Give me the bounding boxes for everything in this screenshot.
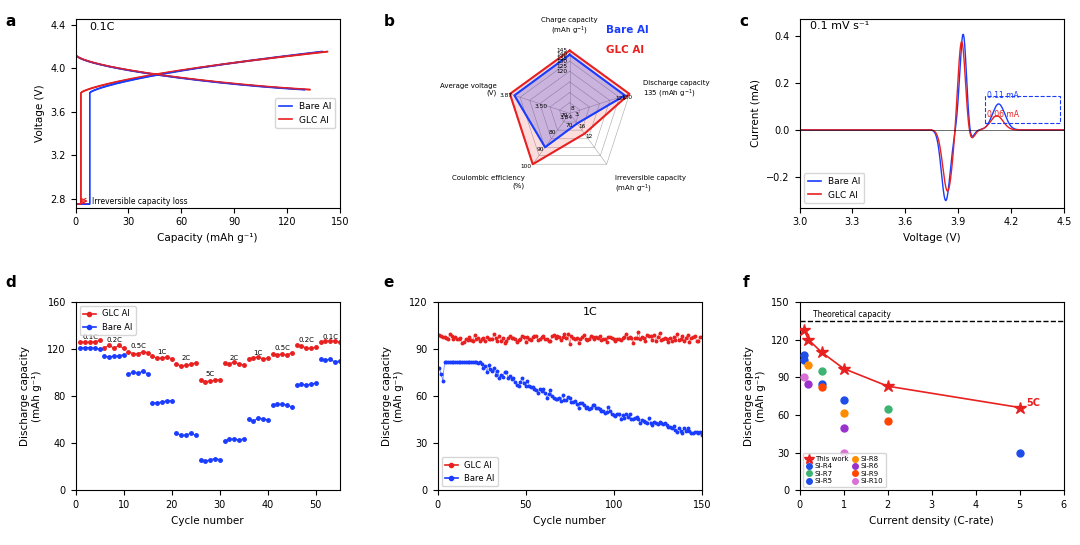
Bar	[985, 96, 1061, 123]
Text: Irreversible capacity
(mAh g$^{-1}$): Irreversible capacity (mAh g$^{-1}$)	[615, 175, 686, 195]
X-axis label: Current density (C-rate): Current density (C-rate)	[869, 516, 994, 526]
Text: 3.87: 3.87	[499, 93, 513, 98]
Line: This work: This work	[798, 323, 1026, 414]
Y-axis label: Voltage (V): Voltage (V)	[35, 84, 45, 142]
Text: 120: 120	[556, 69, 568, 74]
SI-R4	[835, 396, 852, 404]
Polygon shape	[510, 51, 630, 164]
Text: 2C: 2C	[181, 355, 191, 361]
Text: 130: 130	[622, 94, 633, 100]
SI-R10	[835, 449, 852, 457]
This work	[881, 383, 894, 390]
SI-R4	[795, 355, 812, 364]
SI-R8	[835, 408, 852, 417]
Point	[1011, 449, 1028, 457]
Legend: This work, SI-R4, SI-R7, SI-R5, SI-R8, SI-R6, SI-R9, SI-R10: This work, SI-R4, SI-R7, SI-R5, SI-R8, S…	[804, 453, 887, 487]
Text: GLC Al: GLC Al	[606, 45, 644, 56]
This work	[1013, 404, 1026, 411]
SI-R5	[813, 379, 831, 388]
SI-R7	[813, 367, 831, 376]
X-axis label: Voltage (V): Voltage (V)	[903, 233, 960, 243]
Text: Average voltage
(V): Average voltage (V)	[440, 83, 497, 96]
Y-axis label: Discharge capacity
(mAh g⁻¹): Discharge capacity (mAh g⁻¹)	[21, 346, 42, 446]
This work	[802, 336, 815, 343]
Text: 2C: 2C	[230, 355, 239, 361]
Y-axis label: Current (mA): Current (mA)	[751, 80, 760, 147]
SI-R6	[835, 423, 852, 432]
Text: 0.1C: 0.1C	[89, 22, 114, 32]
Text: b: b	[383, 14, 394, 29]
Text: 0.5C: 0.5C	[274, 346, 291, 352]
Text: 0.1 mV s⁻¹: 0.1 mV s⁻¹	[810, 21, 869, 31]
Text: 130: 130	[556, 59, 568, 64]
Text: 0.1C: 0.1C	[82, 334, 98, 340]
Text: 0.5C: 0.5C	[130, 343, 146, 349]
Text: 3.: 3.	[575, 112, 580, 117]
This work	[797, 326, 810, 333]
SI-R9	[813, 383, 831, 392]
Text: 16: 16	[579, 124, 585, 129]
Text: Coulombic efficiency
(%): Coulombic efficiency (%)	[451, 175, 525, 189]
Text: 5C: 5C	[205, 371, 215, 377]
Text: 125: 125	[616, 96, 627, 101]
Legend: Bare Al, GLC Al: Bare Al, GLC Al	[805, 173, 864, 203]
Text: 0.1C: 0.1C	[322, 334, 338, 340]
Text: 70: 70	[561, 113, 568, 118]
Text: 0.06 mA: 0.06 mA	[987, 110, 1020, 119]
Text: 0.2C: 0.2C	[106, 337, 122, 343]
Text: 8: 8	[571, 106, 575, 112]
Text: 1C: 1C	[583, 307, 597, 317]
This work	[815, 349, 828, 355]
Text: 125: 125	[556, 64, 568, 69]
Text: Theoretical capacity: Theoretical capacity	[813, 310, 891, 319]
Text: 3.84: 3.84	[561, 115, 573, 120]
Text: 145: 145	[556, 48, 568, 53]
Text: e: e	[383, 275, 394, 290]
Text: Discharge capacity
135 (mAh g$^{-1}$): Discharge capacity 135 (mAh g$^{-1}$)	[643, 80, 710, 100]
Legend: GLC Al, Bare Al: GLC Al, Bare Al	[80, 306, 136, 335]
X-axis label: Cycle number: Cycle number	[172, 516, 244, 526]
Text: 5C: 5C	[1026, 398, 1040, 408]
Text: f: f	[743, 275, 750, 290]
Text: 100: 100	[521, 164, 531, 169]
SI-R6	[800, 379, 818, 388]
Text: 12: 12	[585, 134, 593, 138]
SI-R5	[795, 350, 812, 359]
X-axis label: Capacity (mAh g⁻¹): Capacity (mAh g⁻¹)	[158, 233, 258, 243]
Legend: Bare Al, GLC Al: Bare Al, GLC Al	[275, 99, 335, 128]
Legend: GLC Al, Bare Al: GLC Al, Bare Al	[442, 457, 498, 486]
SI-R10	[795, 373, 812, 382]
Text: 140: 140	[556, 52, 568, 57]
Y-axis label: Discharge capacity
(mAh g⁻¹): Discharge capacity (mAh g⁻¹)	[382, 346, 404, 446]
Text: 80: 80	[549, 130, 556, 135]
Y-axis label: Discharge capacity
(mAh g⁻¹): Discharge capacity (mAh g⁻¹)	[744, 346, 766, 446]
Text: Irreversible capacity loss: Irreversible capacity loss	[92, 197, 188, 206]
SI-R8	[800, 360, 818, 369]
Text: d: d	[5, 275, 16, 290]
Text: 90: 90	[537, 147, 544, 152]
This work	[837, 365, 850, 372]
Text: 0.2C: 0.2C	[298, 337, 314, 343]
Text: a: a	[5, 14, 16, 29]
Text: 1C: 1C	[158, 349, 166, 355]
Text: 1C: 1C	[254, 350, 262, 356]
Text: Charge capacity
(mAh g$^{-1}$): Charge capacity (mAh g$^{-1}$)	[541, 17, 598, 37]
SI-R9	[879, 417, 896, 426]
X-axis label: Cycle number: Cycle number	[534, 516, 606, 526]
Polygon shape	[514, 54, 625, 147]
Text: 3.50: 3.50	[535, 105, 548, 110]
Text: 135: 135	[556, 56, 568, 61]
Text: Bare Al: Bare Al	[606, 25, 648, 35]
Text: c: c	[740, 14, 748, 29]
Text: 0.11 mA: 0.11 mA	[987, 92, 1018, 100]
SI-R7	[879, 404, 896, 413]
Text: 70: 70	[566, 123, 573, 129]
